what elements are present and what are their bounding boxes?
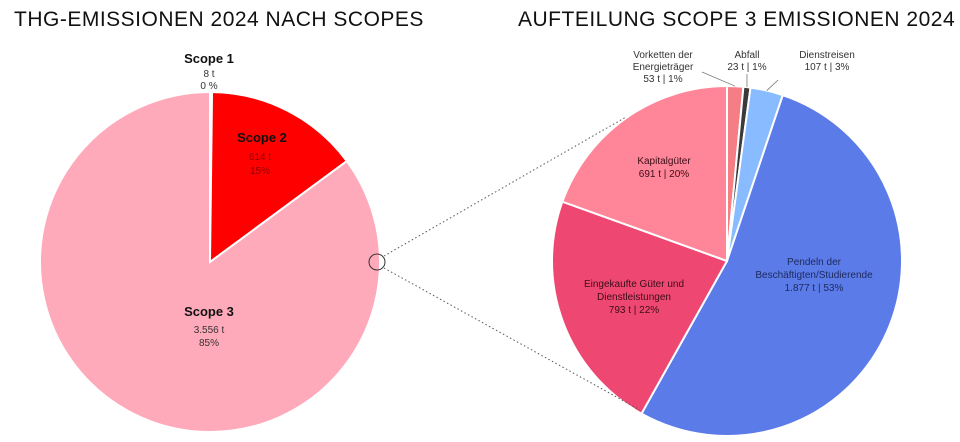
label-vorketten-der-energietr-ger-line-3: 53 t | 1% <box>643 74 682 85</box>
chart-title-scope3: AUFTEILUNG SCOPE 3 EMISSIONEN 2024 <box>518 8 956 31</box>
pie-slice-kapitalg-ter <box>561 84 728 263</box>
pie-slice-scope-3 <box>39 90 381 433</box>
label-scope-3-name: Scope 3 <box>184 304 234 319</box>
label-scope-2-value: 614 t <box>249 152 271 163</box>
label-pendeln-der-besch-ftigten-studierende-line-1: Pendeln der <box>787 257 842 268</box>
label-vorketten-der-energietr-ger-line-1: Vorketten der <box>633 50 693 61</box>
label-dienstreisen-line-1: Dienstreisen <box>799 50 855 61</box>
label-scope-2-name: Scope 2 <box>237 130 287 145</box>
label-eingekaufte-g-ter-und-dienstleistungen-line-3: 793 t | 22% <box>609 305 660 316</box>
zoom-highlight-circle <box>368 253 386 271</box>
label-abfall-line-2: 23 t | 1% <box>727 62 766 73</box>
label-scope-1-percent: 0 % <box>200 81 217 92</box>
label-scope-1-name: Scope 1 <box>184 51 234 66</box>
label-pendeln-der-besch-ftigten-studierende-line-3: 1.877 t | 53% <box>785 283 844 294</box>
label-kapitalg-ter-line-1: Kapitalgüter <box>637 156 691 167</box>
label-eingekaufte-g-ter-und-dienstleistungen-line-2: Dienstleistungen <box>597 292 671 303</box>
zoom-connector-bottom <box>383 267 641 411</box>
label-pendeln-der-besch-ftigten-studierende-line-2: Beschäftigten/Studierende <box>755 270 873 281</box>
chart-title-scopes: THG-EMISSIONEN 2024 NACH SCOPES <box>14 8 424 31</box>
label-scope-3-percent: 85% <box>199 338 219 349</box>
label-dienstreisen-line-2: 107 t | 3% <box>805 62 850 73</box>
label-vorketten-der-energietr-ger-line-2: Energieträger <box>633 62 694 73</box>
leader-line-dienstreisen <box>766 79 779 91</box>
label-eingekaufte-g-ter-und-dienstleistungen-line-1: Eingekaufte Güter und <box>584 279 684 290</box>
pie-slice-pendeln-der-besch-ftigten-studierende <box>640 93 903 437</box>
pie-slice-scope-2 <box>208 90 349 264</box>
leader-line-vorketten-der-energietr-ger <box>701 71 736 87</box>
label-scope-1-value: 8 t <box>203 69 214 80</box>
label-abfall-line-1: Abfall <box>734 50 759 61</box>
label-scope-2-percent: 15% <box>250 166 270 177</box>
label-scope-3-value: 3.556 t <box>194 325 225 336</box>
zoom-connector-top <box>383 116 627 257</box>
label-kapitalg-ter-line-2: 691 t | 20% <box>639 169 690 180</box>
